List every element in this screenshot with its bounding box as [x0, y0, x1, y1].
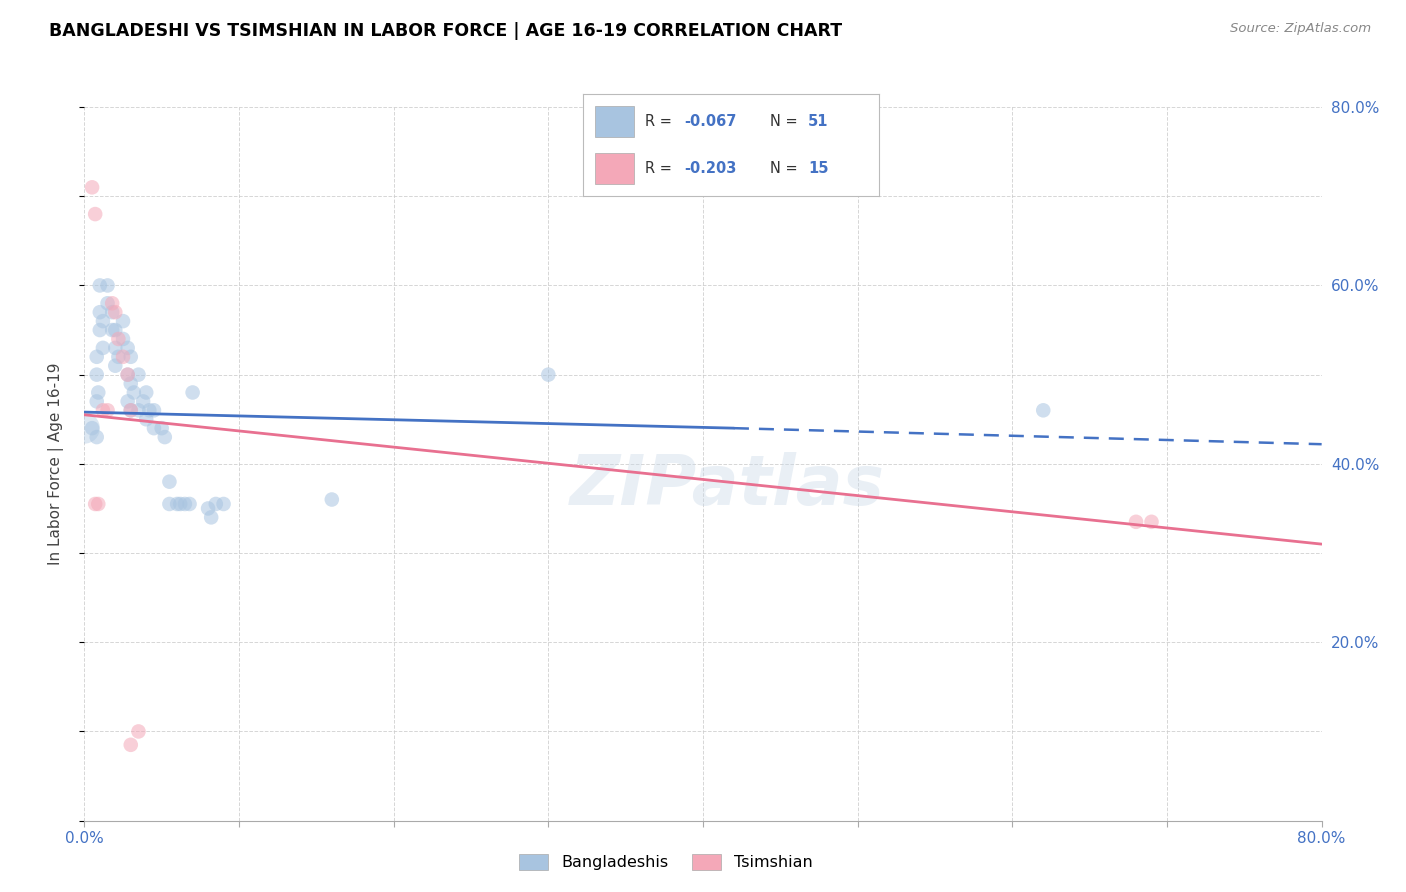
Point: [128, 724, 150, 739]
Point: [101, 323, 124, 337]
Point: [143, 403, 166, 417]
Point: [89, 305, 111, 319]
Point: [84, 207, 107, 221]
Text: N =: N =: [769, 114, 801, 128]
Point: [104, 323, 127, 337]
Point: [132, 394, 155, 409]
Point: [120, 738, 142, 752]
Point: [169, 497, 191, 511]
Point: [120, 403, 142, 417]
Text: -0.067: -0.067: [683, 114, 737, 128]
Text: Source: ZipAtlas.com: Source: ZipAtlas.com: [1230, 22, 1371, 36]
Point: [82, 421, 104, 435]
Point: [120, 403, 142, 417]
Text: 15: 15: [808, 161, 828, 176]
Text: N =: N =: [769, 161, 801, 176]
Point: [138, 403, 160, 417]
Point: [101, 305, 124, 319]
Point: [205, 497, 228, 511]
Point: [104, 341, 127, 355]
Text: -0.203: -0.203: [683, 161, 737, 176]
Point: [97, 296, 120, 310]
Point: [97, 278, 120, 293]
Y-axis label: In Labor Force | Age 16-19: In Labor Force | Age 16-19: [48, 362, 63, 566]
Point: [86, 368, 108, 382]
Point: [104, 305, 127, 319]
Point: [181, 385, 204, 400]
Legend: Bangladeshis, Tsimshian: Bangladeshis, Tsimshian: [513, 848, 818, 877]
Point: [112, 332, 135, 346]
Point: [89, 278, 111, 293]
Point: [212, 497, 235, 511]
Point: [537, 368, 560, 382]
Point: [117, 368, 139, 382]
Point: [153, 430, 176, 444]
Point: [91, 314, 114, 328]
Text: R =: R =: [645, 161, 678, 176]
Point: [107, 332, 129, 346]
Point: [1140, 515, 1163, 529]
Point: [89, 323, 111, 337]
Text: R =: R =: [645, 114, 678, 128]
Point: [117, 368, 139, 382]
Point: [1032, 403, 1054, 417]
Point: [128, 368, 150, 382]
Point: [197, 501, 219, 516]
Point: [87, 385, 110, 400]
Bar: [595, 153, 634, 184]
Point: [117, 394, 139, 409]
Point: [87, 497, 110, 511]
Point: [159, 475, 181, 489]
Point: [159, 497, 181, 511]
Point: [112, 350, 135, 364]
Point: [128, 403, 150, 417]
Point: [84, 497, 107, 511]
Point: [321, 492, 343, 507]
Point: [120, 350, 142, 364]
Point: [179, 497, 201, 511]
Point: [86, 350, 108, 364]
Point: [91, 403, 114, 417]
Point: [97, 403, 120, 417]
Point: [91, 341, 114, 355]
Point: [200, 510, 222, 524]
Point: [107, 350, 129, 364]
Point: [122, 385, 145, 400]
Text: BANGLADESHI VS TSIMSHIAN IN LABOR FORCE | AGE 16-19 CORRELATION CHART: BANGLADESHI VS TSIMSHIAN IN LABOR FORCE …: [49, 22, 842, 40]
Point: [117, 341, 139, 355]
Point: [143, 421, 166, 435]
Point: [1125, 515, 1147, 529]
Point: [86, 430, 108, 444]
Point: [135, 385, 157, 400]
Text: ZIPatlas: ZIPatlas: [571, 451, 886, 519]
Point: [86, 394, 108, 409]
Point: [166, 497, 188, 511]
Bar: [595, 106, 634, 136]
Point: [120, 376, 142, 391]
Point: [82, 180, 104, 194]
Point: [101, 296, 124, 310]
Point: [135, 412, 157, 426]
Text: 51: 51: [808, 114, 828, 128]
Point: [112, 314, 135, 328]
Point: [174, 497, 197, 511]
Point: [104, 359, 127, 373]
Point: [150, 421, 173, 435]
Point: [73, 421, 96, 435]
